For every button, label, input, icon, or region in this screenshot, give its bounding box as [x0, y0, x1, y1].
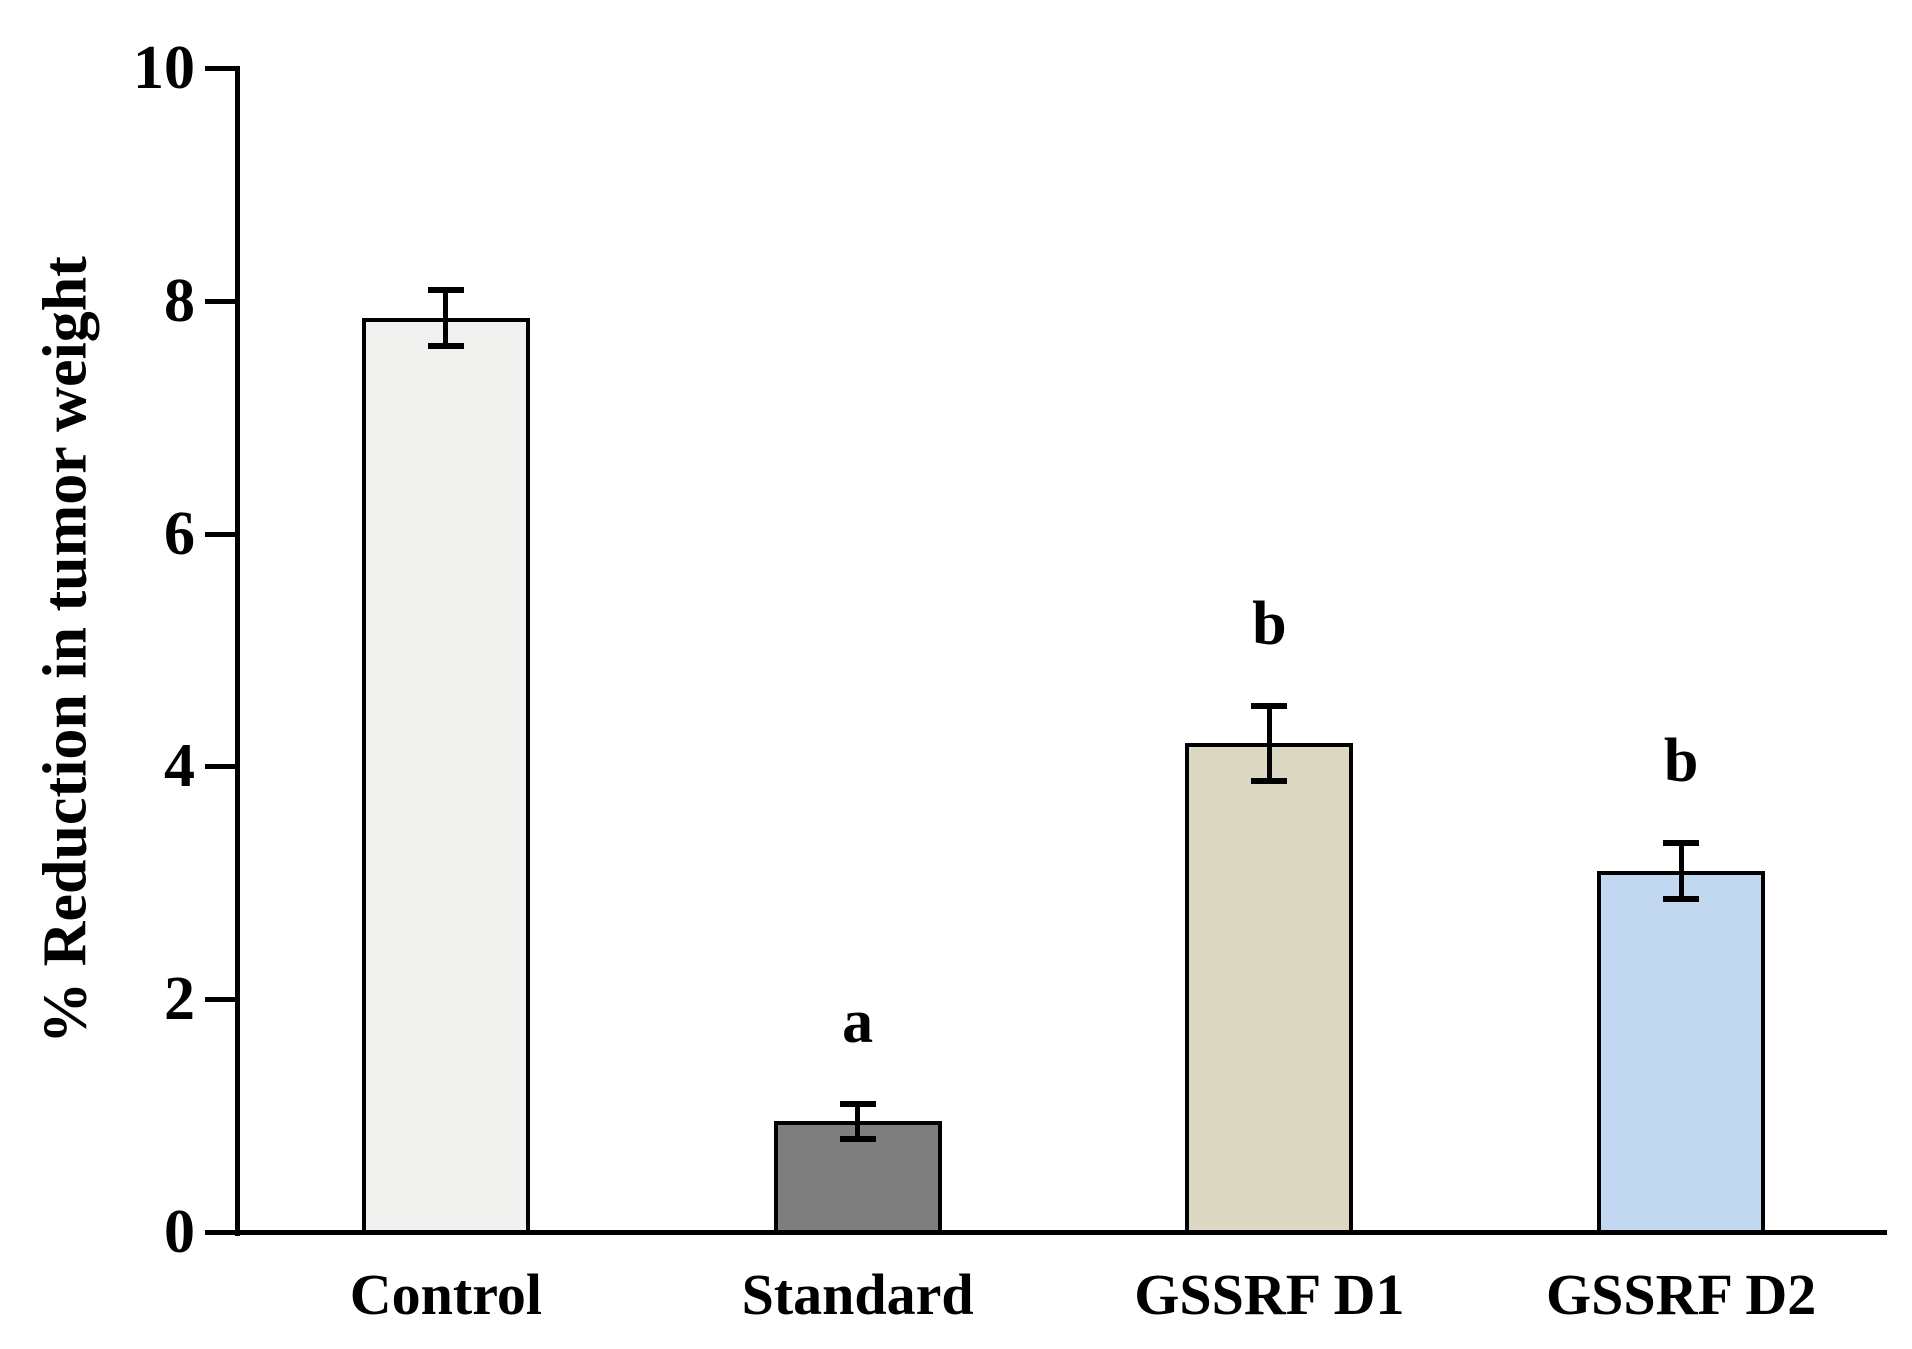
bar: [773, 1121, 942, 1234]
significance-letter: b: [1252, 589, 1287, 658]
significance-letter: a: [842, 987, 874, 1056]
category-label: GSSRF D1: [1134, 1262, 1405, 1327]
error-bar: [1266, 704, 1272, 782]
y-tick: [205, 997, 235, 1003]
error-bar-bottom-cap: [1663, 896, 1700, 903]
x-axis-line: [235, 1230, 1887, 1235]
error-bar: [443, 289, 449, 348]
y-tick: [205, 764, 235, 770]
y-tick: [205, 1230, 235, 1235]
y-axis-title: % Reduction in tumor weight: [31, 256, 100, 1044]
error-bar: [1678, 842, 1684, 901]
bar: [361, 318, 530, 1234]
error-bar-bottom-cap: [1251, 777, 1288, 784]
error-bar-top-cap: [1251, 702, 1288, 709]
y-tick-label: 4: [164, 732, 195, 801]
y-tick-label: 2: [164, 965, 195, 1034]
y-tick: [205, 66, 235, 71]
error-bar-top-cap: [1663, 840, 1700, 847]
y-tick-label: 6: [164, 499, 195, 568]
y-tick: [205, 531, 235, 537]
category-label: Control: [349, 1262, 543, 1327]
y-axis-line: [235, 66, 240, 1236]
y-tick-label: 0: [164, 1198, 195, 1266]
significance-letter: b: [1663, 727, 1699, 796]
error-bar: [855, 1102, 861, 1141]
error-bar-top-cap: [427, 287, 464, 294]
category-label: GSSRF D2: [1546, 1262, 1817, 1327]
category-label: Standard: [741, 1262, 974, 1327]
error-bar-top-cap: [839, 1100, 876, 1107]
y-tick-label: 8: [164, 266, 195, 335]
y-tick: [205, 298, 235, 304]
error-bar-bottom-cap: [839, 1136, 876, 1143]
y-tick-label: 10: [133, 34, 195, 102]
bar: [1597, 871, 1766, 1234]
error-bar-bottom-cap: [427, 343, 464, 350]
bar: [1185, 743, 1354, 1234]
